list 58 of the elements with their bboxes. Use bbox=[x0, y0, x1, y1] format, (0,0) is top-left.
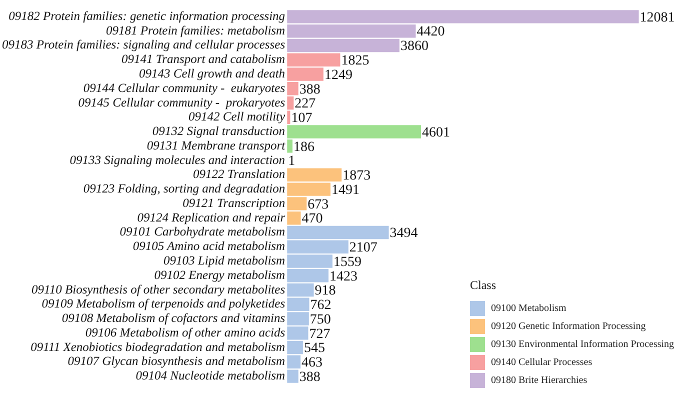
data-label: 762 bbox=[310, 298, 332, 314]
y-tick-label: 09109 Metabolism of terpenoids and polyketides bbox=[42, 296, 286, 311]
data-label: 12081 bbox=[640, 10, 675, 26]
y-tick-label: 09124 Replication and repair bbox=[137, 210, 286, 224]
legend-label: 09100 Metabolism bbox=[491, 302, 566, 314]
data-label: 1423 bbox=[330, 269, 358, 284]
data-label: 1491 bbox=[331, 182, 360, 198]
data-label: 1825 bbox=[341, 54, 370, 69]
data-label: 1 bbox=[288, 154, 296, 170]
y-tick-label: 09104 Nucleotide metabolism bbox=[136, 368, 286, 383]
y-tick-label: 09142 Cell motility bbox=[188, 110, 286, 124]
y-tick-label: 09183 Protein families: signaling and cellular processes bbox=[2, 38, 286, 52]
data-label: 186 bbox=[293, 140, 314, 155]
y-tick-label: 09105 Amino acid metabolism bbox=[132, 239, 286, 254]
y-tick-label: 09143 Cell growth and death bbox=[138, 66, 286, 81]
data-label: 227 bbox=[294, 96, 316, 112]
data-label: 750 bbox=[310, 312, 331, 328]
legend-label: 09130 Environmental Information Processing bbox=[491, 338, 674, 350]
y-tick-label: 09181 Protein families: metabolism bbox=[106, 23, 286, 38]
data-label: 470 bbox=[302, 212, 323, 227]
data-label: 1873 bbox=[342, 168, 371, 184]
y-tick-label: 09122 Translation bbox=[193, 167, 286, 182]
y-tick-label: 09132 Signal transduction bbox=[152, 124, 286, 138]
y-tick-label: 09145 Cellular community - prokaryotes bbox=[78, 95, 286, 110]
y-tick-label: 09123 Folding, sorting and degradation bbox=[83, 182, 286, 196]
data-label: 1249 bbox=[324, 68, 352, 83]
y-tick-label: 09103 Lipid metabolism bbox=[164, 254, 286, 268]
data-label: 388 bbox=[299, 370, 320, 385]
y-tick-label: 09121 Transcription bbox=[182, 196, 286, 210]
y-tick-label: 09141 Transport and catabolism bbox=[122, 52, 286, 66]
data-label: 463 bbox=[302, 356, 323, 371]
y-tick-label: 09133 Signaling molecules and interaction bbox=[70, 152, 286, 167]
data-label: 727 bbox=[309, 326, 330, 342]
y-tick-label: 09144 Cellular community - eukaryotes bbox=[83, 80, 286, 95]
data-label: 918 bbox=[314, 284, 336, 299]
data-label: 4420 bbox=[416, 24, 445, 40]
y-tick-label: 09111 Xenobiotics biodegradation and metabolism bbox=[30, 340, 286, 354]
data-label: 3860 bbox=[400, 39, 428, 54]
y-tick-label: 09101 Carbohydrate metabolism bbox=[120, 224, 286, 239]
data-label: 2107 bbox=[349, 240, 378, 256]
y-tick-label: 09108 Metabolism of cofactors and vitamins bbox=[62, 311, 286, 326]
data-label: 545 bbox=[304, 341, 325, 356]
y-tick-label: 09182 Protein families: genetic information processing bbox=[8, 8, 286, 23]
data-label: 1559 bbox=[333, 254, 362, 270]
data-label: 107 bbox=[291, 111, 312, 126]
data-label: 388 bbox=[299, 82, 320, 98]
legend-label: 09140 Cellular Processes bbox=[491, 356, 592, 368]
y-tick-label: 09107 Glycan biosynthesis and metabolism bbox=[68, 354, 286, 368]
y-tick-label: 09110 Biosynthesis of other secondary metabolites bbox=[32, 282, 286, 296]
y-tick-label: 09102 Energy metabolism bbox=[154, 268, 286, 282]
data-label: 3494 bbox=[390, 226, 418, 242]
legend-label: 09120 Genetic Information Processing bbox=[491, 320, 646, 332]
legend-label: 09180 Brite Hierarchies bbox=[491, 374, 588, 386]
legend-title: Class bbox=[470, 278, 498, 293]
data-label: 673 bbox=[308, 197, 329, 212]
data-label: 4601 bbox=[422, 125, 450, 140]
y-tick-label: 09106 Metabolism of other amino acids bbox=[85, 325, 286, 340]
y-tick-label: 09131 Membrane transport bbox=[146, 138, 286, 152]
